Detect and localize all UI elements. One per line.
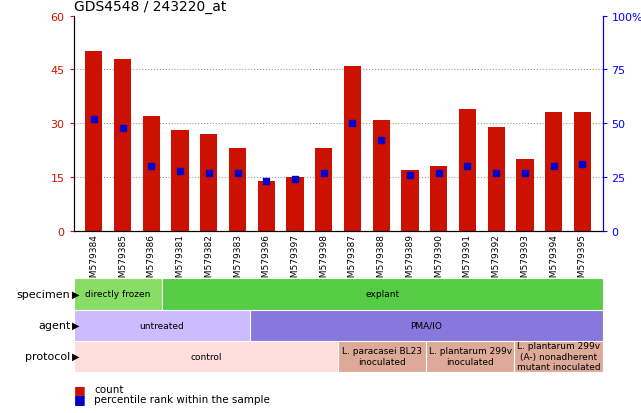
Text: ▶: ▶ (72, 351, 79, 361)
Text: GSM579387: GSM579387 (348, 234, 357, 289)
Bar (85, 52, 103, 231)
Bar (459, 109, 476, 231)
Text: GSM579383: GSM579383 (233, 234, 242, 289)
Bar (574, 113, 591, 231)
Text: ■: ■ (74, 392, 85, 405)
Bar (401, 171, 419, 231)
Text: PMA/IO: PMA/IO (410, 321, 442, 330)
Bar (114, 59, 131, 231)
Bar (287, 178, 304, 231)
Bar (516, 160, 533, 231)
Bar (338, 341, 426, 372)
Text: GSM579385: GSM579385 (118, 234, 127, 289)
Text: explant: explant (365, 290, 399, 299)
Bar (514, 341, 603, 372)
Bar (162, 279, 603, 310)
Text: GSM579388: GSM579388 (377, 234, 386, 289)
Bar (258, 181, 275, 231)
Text: ▶: ▶ (72, 320, 79, 330)
Text: GSM579384: GSM579384 (89, 234, 98, 288)
Bar (344, 66, 361, 231)
Text: GSM579390: GSM579390 (434, 234, 443, 289)
Bar (200, 135, 217, 231)
Text: GDS4548 / 243220_at: GDS4548 / 243220_at (74, 0, 226, 14)
Text: GSM579398: GSM579398 (319, 234, 328, 289)
Text: GSM579391: GSM579391 (463, 234, 472, 289)
Text: control: control (190, 352, 222, 361)
Text: GSM579397: GSM579397 (290, 234, 299, 289)
Text: GSM579394: GSM579394 (549, 234, 558, 288)
Text: GSM579393: GSM579393 (520, 234, 529, 289)
Text: GSM579386: GSM579386 (147, 234, 156, 289)
Text: GSM579395: GSM579395 (578, 234, 587, 289)
Text: L. paracasei BL23
inoculated: L. paracasei BL23 inoculated (342, 347, 422, 366)
Text: protocol: protocol (25, 351, 71, 361)
Text: GSM579392: GSM579392 (492, 234, 501, 288)
Bar (74, 341, 338, 372)
Bar (74, 279, 162, 310)
Text: GSM579381: GSM579381 (176, 234, 185, 289)
Text: percentile rank within the sample: percentile rank within the sample (94, 394, 270, 404)
Text: L. plantarum 299v
inoculated: L. plantarum 299v inoculated (429, 347, 512, 366)
Bar (250, 310, 603, 341)
Text: ■: ■ (74, 383, 85, 396)
Text: GSM579382: GSM579382 (204, 234, 213, 288)
Text: agent: agent (38, 320, 71, 330)
Bar (372, 120, 390, 231)
Bar (171, 131, 188, 231)
Bar (426, 341, 514, 372)
Bar (315, 149, 333, 231)
Text: GSM579396: GSM579396 (262, 234, 271, 289)
Text: specimen: specimen (17, 289, 71, 299)
Text: directly frozen: directly frozen (85, 290, 151, 299)
Bar (545, 113, 562, 231)
Text: ▶: ▶ (72, 289, 79, 299)
Bar (143, 117, 160, 231)
Text: L. plantarum 299v
(A-) nonadherent
mutant inoculated: L. plantarum 299v (A-) nonadherent mutan… (517, 342, 600, 371)
Bar (74, 310, 250, 341)
Text: count: count (94, 385, 124, 394)
Text: untreated: untreated (140, 321, 184, 330)
Text: GSM579389: GSM579389 (406, 234, 415, 289)
Bar (488, 128, 505, 231)
Bar (229, 149, 246, 231)
Bar (430, 167, 447, 231)
